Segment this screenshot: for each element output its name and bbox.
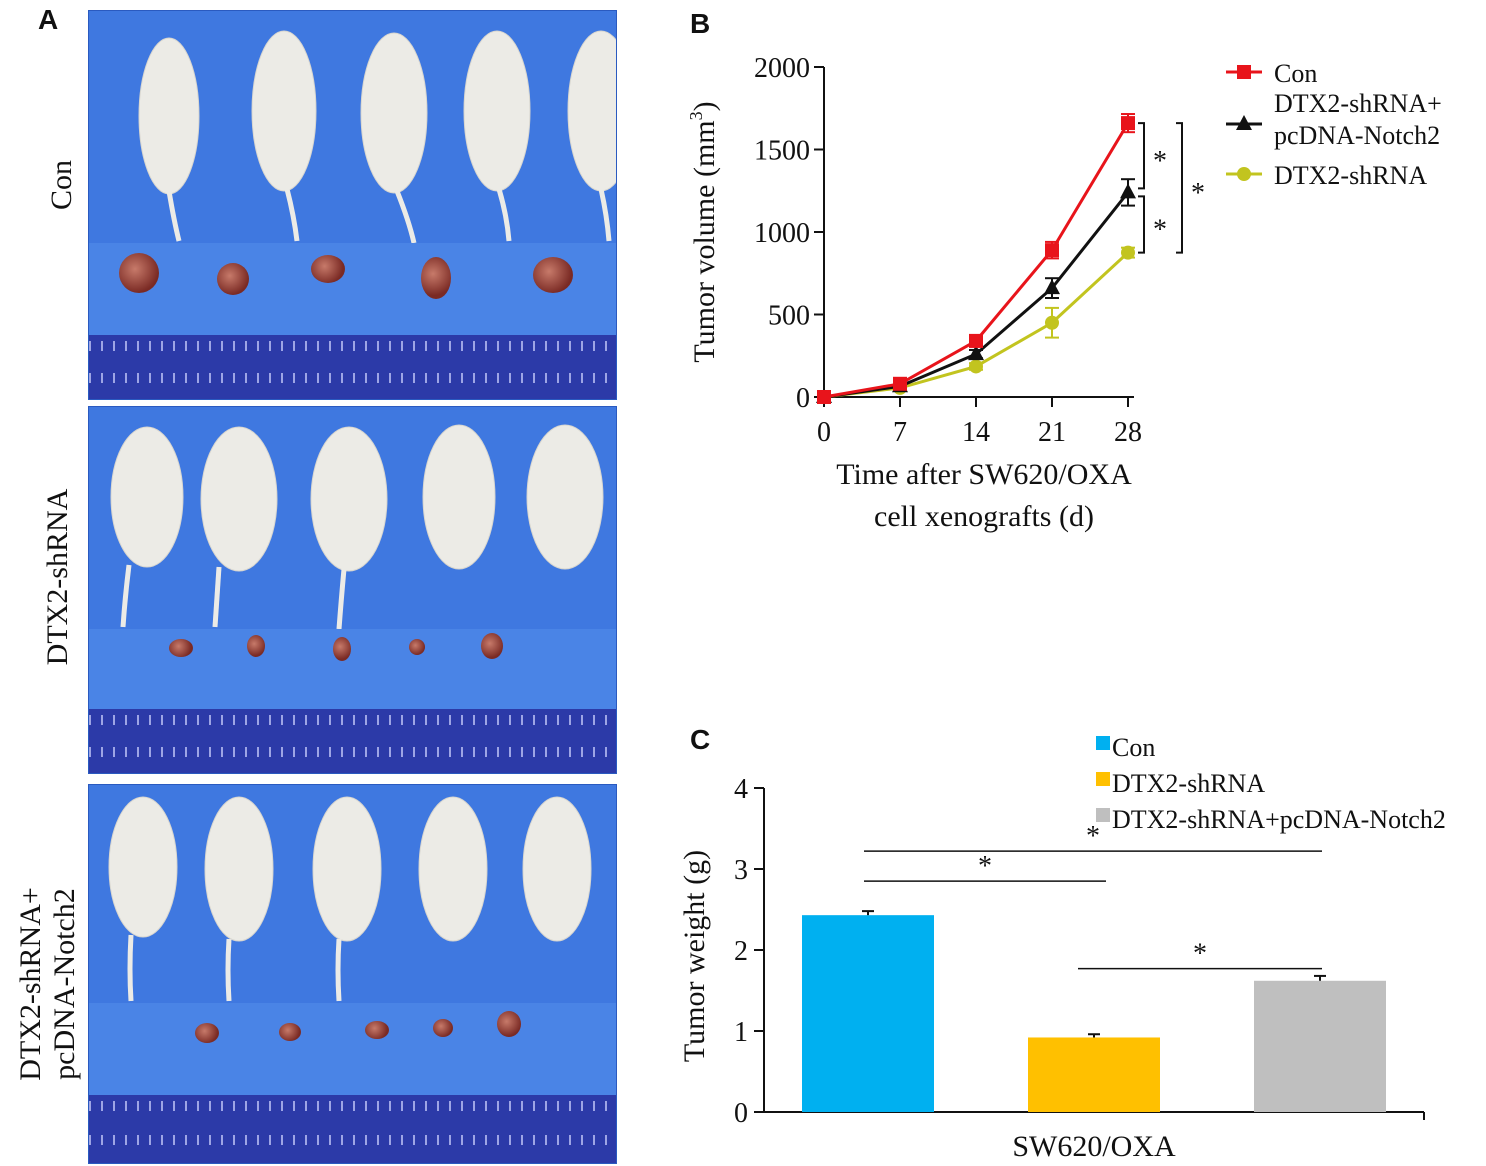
bracket-notch2-vs-shrna-star: * bbox=[1153, 215, 1167, 246]
mice-image bbox=[110, 424, 604, 629]
x-axis-label-line1: Time after SW620/OXA bbox=[836, 458, 1132, 491]
data-point bbox=[1045, 243, 1059, 258]
series-line-2 bbox=[823, 251, 1130, 399]
bracket-notch2-vs-shrna bbox=[1138, 195, 1145, 254]
legend-marker bbox=[1237, 167, 1251, 181]
mice-image bbox=[108, 796, 592, 1002]
y-tick-label: 500 bbox=[768, 301, 810, 332]
bracket-con-vs-shrna bbox=[1176, 122, 1183, 254]
legend-marker bbox=[1236, 115, 1252, 130]
bar-0 bbox=[802, 915, 934, 1112]
data-point bbox=[1120, 183, 1136, 199]
legend-label: DTX2-shRNA bbox=[1274, 161, 1427, 190]
data-point bbox=[1044, 279, 1060, 295]
y-tick-label: 4 bbox=[734, 774, 748, 805]
sig-line-con-vs-shrna-star: * bbox=[978, 851, 992, 882]
legend-swatch bbox=[1096, 808, 1110, 822]
data-point bbox=[1045, 315, 1059, 330]
sig-line-shrna-vs-notch2-star: * bbox=[1193, 939, 1207, 970]
data-point bbox=[968, 345, 984, 361]
photo-dtx2-shrna-group bbox=[88, 406, 617, 774]
group-label-dtx2-shrna: DTX2-shRNA bbox=[41, 488, 74, 666]
bracket-con-vs-notch2-star: * bbox=[1153, 146, 1167, 177]
x-axis-label: SW620/OXA bbox=[1012, 1130, 1176, 1163]
data-point bbox=[969, 359, 983, 374]
legend-label: pcDNA-Notch2 bbox=[1274, 121, 1440, 150]
sig-line-con-vs-notch2-star: * bbox=[1086, 821, 1100, 852]
mice-image bbox=[138, 30, 616, 243]
data-point bbox=[817, 390, 831, 404]
data-point bbox=[893, 376, 907, 391]
x-tick-label: 0 bbox=[817, 417, 831, 448]
legend-swatch bbox=[1096, 772, 1110, 786]
y-tick-label: 1 bbox=[734, 1017, 748, 1048]
y-tick-label: 1000 bbox=[754, 218, 810, 249]
bracket-con-vs-notch2 bbox=[1138, 122, 1145, 190]
y-tick-label: 0 bbox=[734, 1098, 748, 1129]
legend-label: DTX2-shRNA bbox=[1112, 769, 1265, 798]
data-point bbox=[1121, 116, 1135, 131]
legend-label: Con bbox=[1274, 59, 1317, 88]
panel-a-letter: A bbox=[38, 4, 59, 35]
x-tick-label: 28 bbox=[1114, 417, 1142, 448]
y-tick-label: 0 bbox=[796, 383, 810, 414]
y-tick-label: 1500 bbox=[754, 136, 810, 167]
photo-con-group bbox=[88, 10, 617, 400]
x-tick-label: 21 bbox=[1038, 417, 1066, 448]
y-axis-label: Tumor volume (mm3) bbox=[686, 101, 721, 362]
legend-swatch bbox=[1096, 736, 1110, 750]
group-label-dtx2-notch2: DTX2-shRNA+ pcDNA-Notch2 bbox=[14, 887, 81, 1081]
bar-1 bbox=[1028, 1037, 1160, 1112]
legend-label: Con bbox=[1112, 733, 1155, 762]
bracket-con-vs-shrna-star: * bbox=[1191, 178, 1205, 209]
bar-2 bbox=[1254, 980, 1386, 1112]
x-tick-label: 14 bbox=[962, 417, 990, 448]
photo-dtx2-notch2-group bbox=[88, 784, 617, 1164]
x-tick-label: 7 bbox=[893, 417, 907, 448]
legend-marker bbox=[1237, 65, 1251, 79]
legend-label: DTX2-shRNA+ bbox=[1274, 89, 1442, 118]
x-axis-label-line2: cell xenografts (d) bbox=[874, 500, 1094, 533]
panel-c-letter: C bbox=[690, 724, 711, 755]
legend-label: DTX2-shRNA+pcDNA-Notch2 bbox=[1112, 805, 1446, 834]
data-point bbox=[969, 333, 983, 348]
group-label-con: Con bbox=[45, 160, 78, 211]
y-tick-label: 2000 bbox=[754, 53, 810, 84]
y-tick-label: 2 bbox=[734, 936, 748, 967]
data-point bbox=[1121, 245, 1135, 260]
panel-b-letter: B bbox=[690, 8, 711, 39]
bar-chart-tumor-weight: 0 1 2 3 4 * * * Con DTX2-shRNA DTX2-shRNA+pcDNA-… bbox=[678, 733, 1446, 1163]
y-axis-label: Tumor weight (g) bbox=[678, 850, 711, 1062]
y-tick-label: 3 bbox=[734, 855, 748, 886]
